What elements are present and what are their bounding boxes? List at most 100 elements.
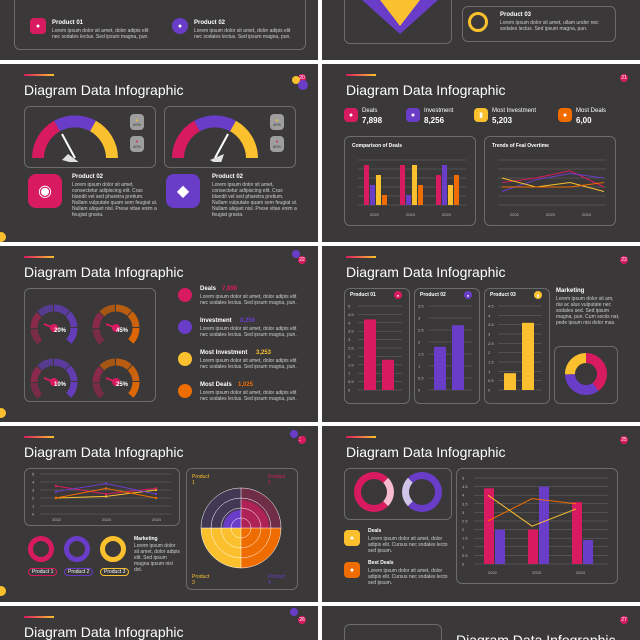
y-tick-label: 4.5 <box>488 304 494 309</box>
y-tick-label: 4 <box>462 493 465 498</box>
bar <box>442 165 447 205</box>
y-tick-label: 3.5 <box>462 501 468 506</box>
y-tick-label: 4 <box>32 480 35 485</box>
slide-21[interactable]: 21 Diagram Data Infographic ● Deals 7,89… <box>322 64 640 242</box>
bar-chart: 2022 2023 2024 <box>358 159 466 217</box>
bar <box>495 529 505 564</box>
x-tick-label: 2024 <box>576 570 586 575</box>
gauge-up-value: 40% <box>272 122 281 127</box>
series-line <box>501 177 605 192</box>
data-point <box>54 484 58 488</box>
bar <box>452 325 464 390</box>
data-point <box>104 487 108 490</box>
stat-value: 7,898 <box>362 116 383 125</box>
slide-title: Diagram Data Infographic <box>24 624 184 640</box>
slide-top-right[interactable]: Product 03 Lorem ipsum dolor sit amet, u… <box>322 0 640 60</box>
series-line <box>487 498 577 522</box>
slide-24[interactable]: 2 4 Diagram Data Infographic 5 4 3 2 1 0 2022 20… <box>0 426 318 602</box>
stat-label: Deals <box>362 108 378 114</box>
slide-22[interactable]: 22 Diagram Data Infographic 20% 45% 10% … <box>0 246 318 422</box>
y-tick-label: 2.5 <box>488 341 494 346</box>
slide-27[interactable]: 27 Diagram Data Infographic <box>322 606 640 640</box>
y-tick-label: 5 <box>348 304 351 309</box>
slide-23[interactable]: 23 Diagram Data Infographic Product 01 ●… <box>322 246 640 422</box>
stat-value: 6,00 <box>576 116 592 125</box>
bar <box>364 165 369 205</box>
gauge-segment <box>92 382 105 399</box>
marketing-text: Lorem ipsum dolor sit amet, dolor adipis… <box>134 543 180 573</box>
product-label: Product 01 <box>350 292 376 298</box>
gauge-segment <box>92 328 105 345</box>
cow-icon: ● <box>30 18 46 34</box>
y-tick-label: 2.5 <box>418 328 424 333</box>
bar-chart: 5 4.5 4 3.5 3 2.5 2 1.5 1 0.5 0 <box>348 304 402 393</box>
data-point <box>104 492 108 496</box>
chart-panel <box>344 136 476 226</box>
product-label: Product 03 <box>500 12 532 18</box>
x-tick-label: 2023 <box>406 212 416 217</box>
chart-panel <box>344 288 410 404</box>
handshake-icon: ● <box>344 562 360 578</box>
page-number: 20 <box>298 74 306 82</box>
x-tick-label: 2022 <box>52 517 62 522</box>
y-tick-label: 4.5 <box>462 484 468 489</box>
product-label: Product 02 <box>72 174 104 180</box>
y-tick-label: 0.5 <box>462 553 468 558</box>
meat-icon: ● <box>394 291 402 299</box>
pig-icon <box>178 320 192 334</box>
chart-panel <box>24 468 180 526</box>
donut-panel <box>344 468 452 520</box>
x-tick-label: 2023 <box>102 517 112 522</box>
gauge-needle <box>105 323 117 329</box>
product-text: Lorem ipsum dolor sit amet, consectetur … <box>72 182 158 218</box>
slide-25[interactable]: 25 Diagram Data Infographic ● Deals Lore… <box>322 426 640 602</box>
page-number: 26 <box>298 616 306 624</box>
donut-chart <box>354 472 394 512</box>
bar <box>436 175 441 205</box>
panel <box>14 0 306 50</box>
bar <box>539 486 549 564</box>
deco-dot <box>290 430 298 438</box>
deco-line <box>346 436 376 438</box>
deco-line <box>24 436 54 438</box>
slide-26[interactable]: 26 Diagram Data Infographic <box>0 606 318 640</box>
page-number: 25 <box>620 436 628 444</box>
product-label: Product 02 <box>212 174 244 180</box>
gauge-chart <box>32 115 118 162</box>
y-tick-label: 0.5 <box>488 378 494 383</box>
series-line <box>487 494 577 527</box>
cow-icon: ◆ <box>166 174 200 208</box>
stat-label: Most Investment <box>492 108 537 114</box>
panel <box>344 624 442 640</box>
stat-label: Most Deals <box>576 108 607 114</box>
slide-top-left[interactable]: ● Product 01 Lorem ipsum dolor sit amet,… <box>0 0 318 60</box>
polar-label-num: 2 <box>268 480 271 486</box>
data-point <box>54 496 58 500</box>
arrow-down-icon: ▼ 40% <box>130 136 144 152</box>
y-tick-label: 0.5 <box>348 379 354 384</box>
item-text: Lorem ipsum dolor sit amet, dolor adipis… <box>200 294 297 306</box>
y-tick-label: 0 <box>418 388 421 393</box>
y-tick-label: 0 <box>462 562 465 567</box>
product-label: Product 01 <box>52 20 84 26</box>
deco-dot <box>292 250 300 258</box>
y-tick-label: 2 <box>488 350 491 355</box>
bar <box>434 346 446 390</box>
polar-label-text: Product <box>192 474 210 480</box>
slide-20[interactable]: 20 Diagram Data Infographic ▲ 60% ▼ 40% ▲ 4… <box>0 64 318 242</box>
marketing-title: Marketing <box>556 288 585 294</box>
y-tick-label: 4 <box>348 320 351 325</box>
y-tick-label: 3 <box>32 488 35 493</box>
y-tick-label: 2.5 <box>462 519 468 524</box>
gauge-segment <box>99 304 116 317</box>
slide-title: Diagram Data Infographic <box>24 82 184 98</box>
best-deals-label: Best Deals <box>368 560 394 566</box>
chart-icon: ▮ <box>474 108 488 122</box>
best-deals-text: Lorem ipsum dolor sit amet, dolor adipis… <box>368 568 448 586</box>
slide-title: Diagram Data Infographic <box>456 632 616 640</box>
bar <box>572 502 582 564</box>
y-tick-label: 2 <box>348 354 351 359</box>
gauge-segment <box>127 365 140 382</box>
deco-dot <box>0 232 6 242</box>
polar-label-num: 4 <box>268 580 271 586</box>
